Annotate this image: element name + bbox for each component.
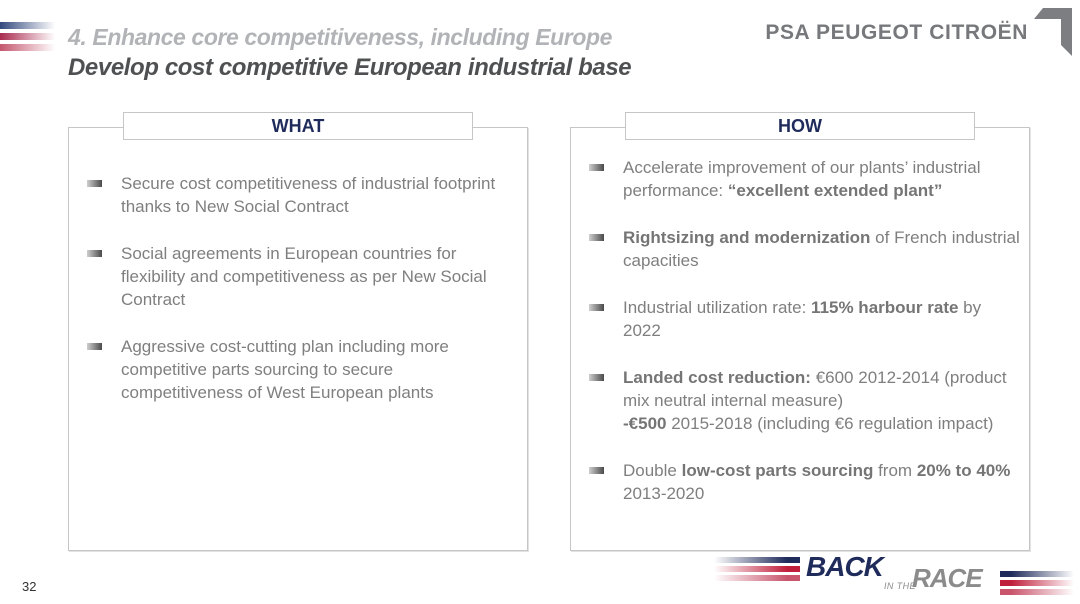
bullet-item: Aggressive cost-cutting plan including m… [87,335,519,404]
what-header: WHAT [123,112,473,140]
section-title: 4. Enhance core competitiveness, includi… [68,24,613,50]
how-bullet-list: Accelerate improvement of our plants’ in… [571,156,1029,505]
bullet-text: Landed cost reduction: €600 2012-2014 (p… [623,368,1007,433]
back-in-the-race-logo: BACK IN THE RACE [714,551,1074,600]
how-box: HOW Accelerate improvement of our plants… [570,112,1030,551]
race-stripes-right-icon [1000,571,1074,598]
psa-corner-icon [1034,8,1072,56]
bullet-square-icon [589,304,604,311]
psa-logo-text: PSA PEUGEOT CITROËN [765,21,1028,44]
bullet-item: Secure cost competitiveness of industria… [87,172,519,218]
what-box: WHAT Secure cost competitiveness of indu… [68,112,528,551]
bullet-text: Accelerate improvement of our plants’ in… [623,158,986,200]
race-word-race: RACE [912,563,983,593]
bullet-square-icon [589,467,604,474]
race-word-inthe: IN THE [884,581,916,591]
bullet-text: Double low-cost parts sourcing from 20% … [623,461,1016,503]
bullet-square-icon [87,180,102,187]
bullet-text: Rightsizing and modernization of French … [623,228,1025,270]
page-number: 32 [22,579,37,594]
bullet-item: Landed cost reduction: €600 2012-2014 (p… [589,366,1021,435]
slide-title: Develop cost competitive European indust… [68,54,632,81]
psa-logo: PSA PEUGEOT CITROËN [765,8,1072,62]
tricolor-stripes-icon [0,22,58,55]
bullet-text: Social agreements in European countries … [121,244,492,309]
bullet-item: Double low-cost parts sourcing from 20% … [589,459,1021,505]
bullet-text: Industrial utilization rate: 115% harbou… [623,298,986,340]
race-stripes-left-icon [714,557,800,584]
bullet-square-icon [87,250,102,257]
bullet-text: Secure cost competitiveness of industria… [121,174,500,216]
race-logo-text: BACK IN THE RACE [804,551,996,600]
bullet-item: Social agreements in European countries … [87,242,519,311]
what-bullet-list: Secure cost competitiveness of industria… [69,172,527,404]
bullet-square-icon [589,234,604,241]
race-word-back: BACK [806,551,884,582]
bullet-square-icon [589,164,604,171]
bullet-item: Industrial utilization rate: 115% harbou… [589,296,1021,342]
bullet-square-icon [87,343,102,350]
bullet-item: Rightsizing and modernization of French … [589,226,1025,272]
bullet-item: Accelerate improvement of our plants’ in… [589,156,1021,202]
bullet-text: Aggressive cost-cutting plan including m… [121,337,454,402]
bullet-square-icon [589,374,604,381]
how-header: HOW [625,112,975,140]
